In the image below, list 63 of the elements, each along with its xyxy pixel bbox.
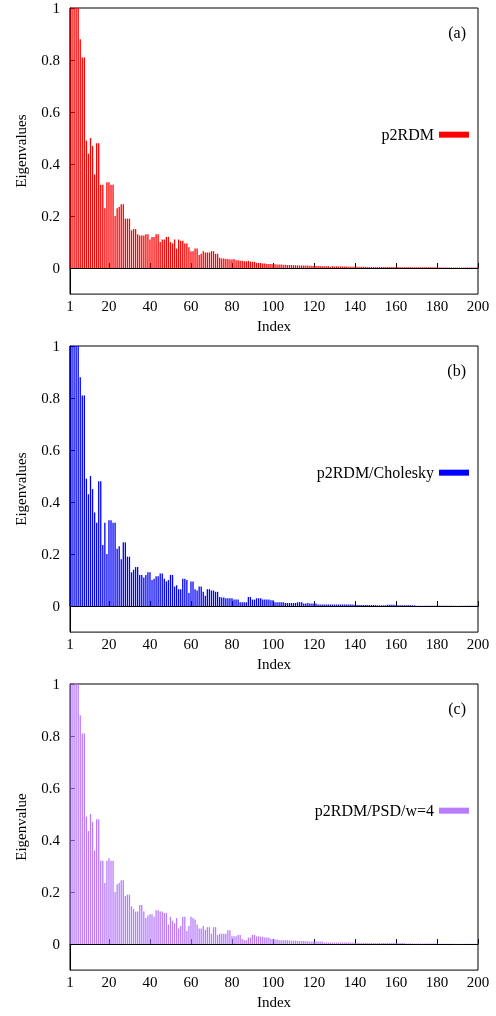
x-tick-label: 180: [425, 297, 449, 314]
y-tick-label: 1: [52, 0, 60, 16]
x-tick-label: 60: [183, 297, 199, 314]
y-tick-label: 0.2: [41, 546, 60, 563]
y-tick-label: 0.4: [41, 832, 61, 849]
y-tick-label: 0.4: [41, 156, 61, 173]
x-tick-label: 140: [343, 973, 367, 990]
y-tick-label: 0.2: [41, 884, 60, 901]
y-tick-label: 0: [52, 936, 60, 953]
y-axis-title: Eigenvalue: [12, 792, 29, 861]
x-tick-label: 1: [66, 297, 74, 314]
y-tick-label: 0.6: [41, 442, 61, 459]
y-tick-label: 0.8: [41, 52, 60, 69]
x-tick-label: 180: [425, 635, 449, 652]
x-axis-title: Index: [256, 317, 292, 334]
x-tick-label: 120: [302, 635, 326, 652]
y-tick-label: 1: [52, 676, 60, 692]
x-tick-label: 120: [302, 297, 326, 314]
x-tick-label: 40: [142, 635, 158, 652]
x-tick-label: 40: [142, 297, 158, 314]
y-tick-label: 0: [52, 598, 60, 615]
y-axis-title: Eigenvalues: [12, 114, 29, 188]
x-tick-label: 100: [261, 297, 285, 314]
legend-label: p2RDM/Cholesky: [316, 464, 434, 483]
x-tick-label: 180: [425, 973, 449, 990]
y-tick-label: 1: [52, 338, 60, 354]
x-tick-label: 60: [183, 973, 199, 990]
y-tick-label: 0.2: [41, 208, 60, 225]
x-tick-label: 200: [466, 297, 490, 314]
x-tick-label: 140: [343, 635, 367, 652]
x-tick-label: 120: [302, 973, 326, 990]
x-tick-label: 100: [261, 973, 285, 990]
x-tick-label: 200: [466, 973, 490, 990]
y-tick-label: 0: [52, 260, 60, 277]
x-tick-label: 80: [224, 297, 240, 314]
y-tick-label: 0.6: [41, 104, 61, 121]
y-tick-label: 0.4: [41, 494, 61, 511]
x-tick-label: 80: [224, 973, 240, 990]
legend-label: p2RDM/PSD/w=4: [314, 802, 434, 821]
x-tick-label: 40: [142, 973, 158, 990]
y-tick-label: 0.8: [41, 728, 60, 745]
x-tick-label: 1: [66, 973, 74, 990]
x-tick-label: 20: [101, 973, 117, 990]
x-tick-label: 1: [66, 635, 74, 652]
x-tick-label: 140: [343, 297, 367, 314]
annotation: (b): [447, 361, 466, 380]
y-tick-label: 0.8: [41, 390, 60, 407]
x-tick-label: 160: [384, 973, 408, 990]
y-axis-title: Eigenvalues: [12, 452, 29, 526]
x-axis-title: Index: [256, 655, 292, 672]
x-axis-title: Index: [256, 993, 292, 1010]
y-tick-label: 0.6: [41, 780, 61, 797]
x-tick-label: 160: [384, 297, 408, 314]
x-tick-label: 100: [261, 635, 285, 652]
x-tick-label: 60: [183, 635, 199, 652]
x-tick-label: 20: [101, 297, 117, 314]
x-tick-label: 80: [224, 635, 240, 652]
x-tick-label: 20: [101, 635, 117, 652]
annotation: (a): [448, 23, 467, 42]
x-tick-label: 200: [466, 635, 490, 652]
annotation: (c): [448, 699, 467, 718]
x-tick-label: 160: [384, 635, 408, 652]
legend-label: p2RDM: [381, 126, 434, 145]
